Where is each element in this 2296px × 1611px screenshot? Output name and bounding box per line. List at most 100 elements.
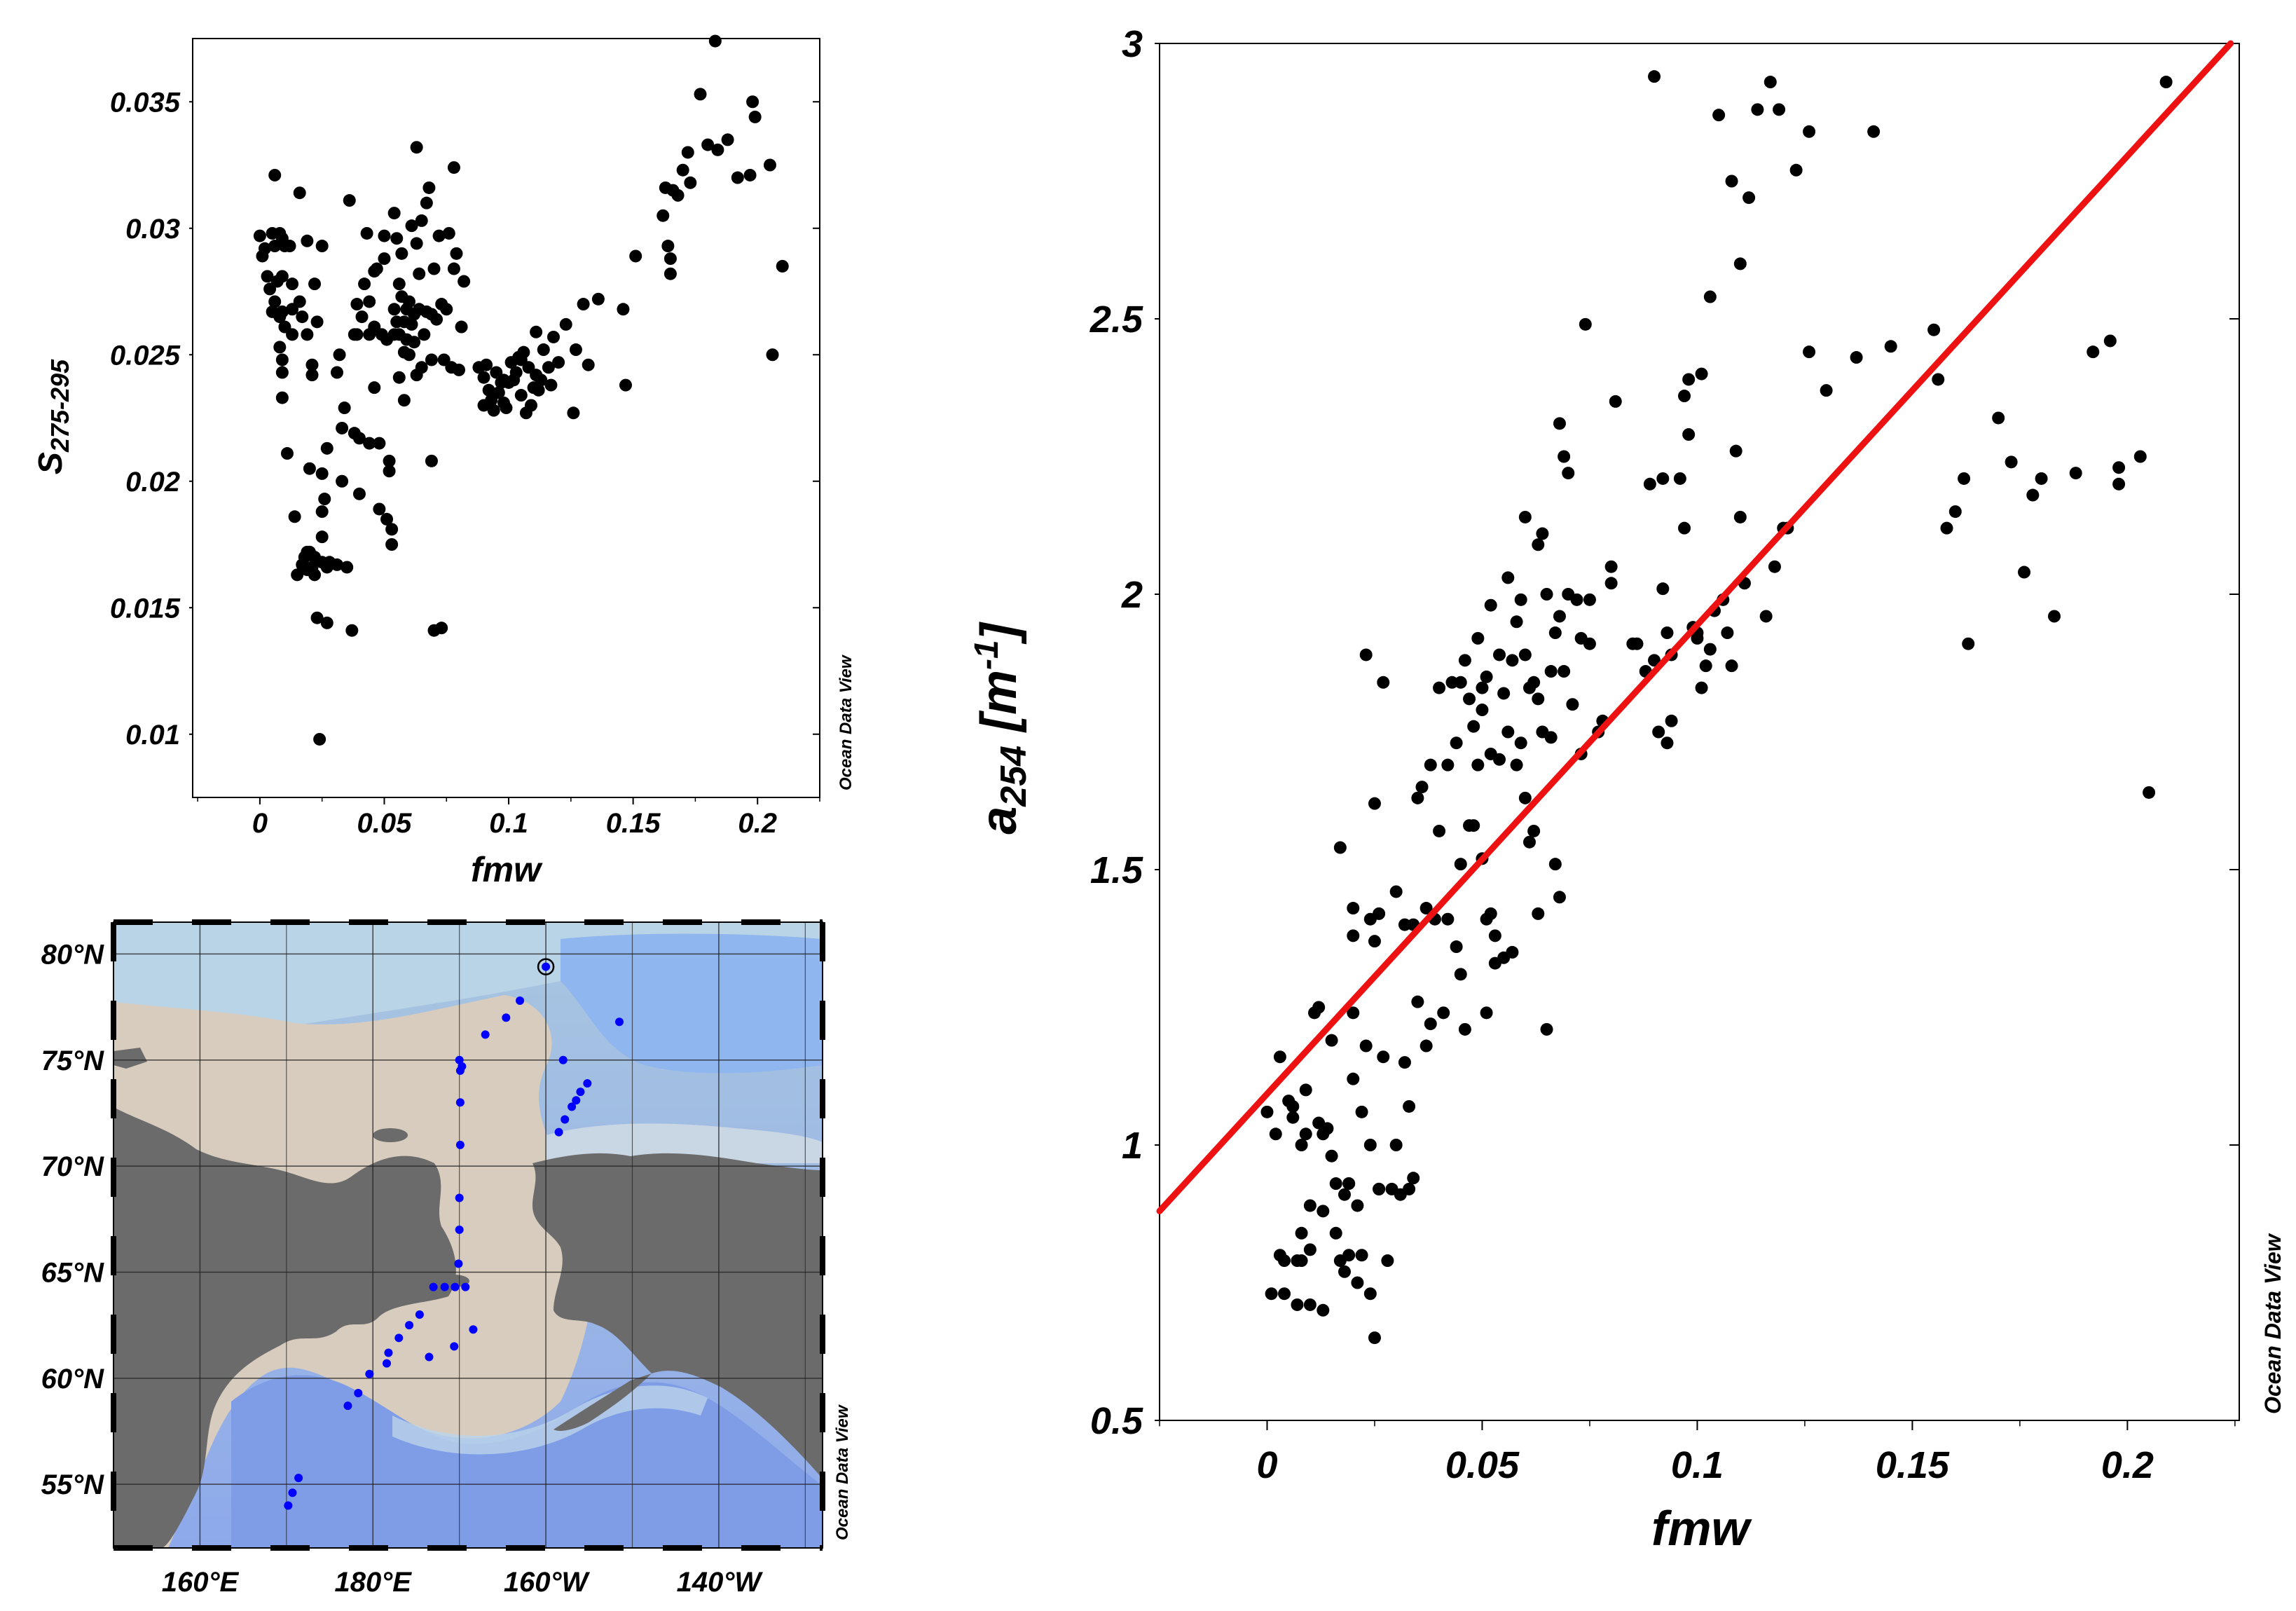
data-point	[280, 447, 294, 460]
map-lat-label: 75°N	[41, 1046, 104, 1076]
data-point	[1553, 417, 1566, 430]
map-border-seg	[192, 919, 231, 925]
map-border-seg	[111, 1158, 116, 1197]
data-point	[318, 493, 331, 506]
data-point	[1751, 103, 1764, 116]
data-point	[1312, 1001, 1326, 1014]
map-axis-labels: 55°N 60°N 65°N 70°N 75°N 80°N 160°E 180°E 160°W 1…	[41, 939, 764, 1598]
map-border-seg	[111, 1079, 116, 1118]
data-point	[455, 320, 468, 334]
data-point	[410, 237, 423, 250]
data-point	[1377, 676, 1390, 689]
data-point	[1665, 714, 1678, 727]
data-point	[1317, 1303, 1330, 1317]
map-border-seg	[820, 1158, 825, 1197]
data-point	[1652, 725, 1665, 739]
map-border-seg	[820, 1079, 825, 1118]
data-point	[492, 386, 505, 399]
data-point	[1325, 1034, 1338, 1047]
data-point	[1540, 1022, 1553, 1036]
map-lon-label: 160°E	[162, 1567, 240, 1598]
map-station	[455, 1055, 464, 1064]
data-point	[315, 530, 329, 544]
data-point	[1789, 163, 1803, 177]
right-y-axis-title-main: a	[971, 807, 1027, 835]
data-point	[383, 465, 396, 478]
data-point	[1536, 527, 1549, 540]
right-x-ticks: 0 0.05 0.1 0.15 0.2	[1159, 1420, 2236, 1486]
map-border-seg	[820, 1001, 825, 1040]
data-point	[537, 343, 550, 357]
y-tick-label: 0.5	[1090, 1400, 1143, 1442]
map-station	[354, 1389, 363, 1398]
map-station	[425, 1352, 434, 1362]
data-point	[1389, 885, 1403, 898]
data-point	[1441, 758, 1455, 772]
data-point	[435, 622, 448, 635]
map-lon-label: 160°W	[504, 1567, 591, 1598]
data-point	[1820, 384, 1833, 397]
data-point	[397, 394, 411, 407]
data-point	[582, 358, 595, 371]
data-point	[1381, 1254, 1394, 1268]
data-point	[1583, 637, 1596, 650]
data-point	[1927, 323, 1941, 336]
data-point	[1450, 940, 1463, 954]
data-point	[313, 732, 326, 746]
data-point	[368, 381, 381, 395]
map-frame	[113, 921, 823, 1549]
data-point	[336, 421, 349, 434]
top-left-y-axis-title: S275-295	[32, 359, 74, 474]
map-border-seg	[584, 919, 624, 925]
data-point	[2112, 461, 2126, 474]
y-tick-label: 0.03	[125, 214, 180, 245]
data-point	[1721, 626, 1734, 640]
data-point	[1725, 659, 1738, 673]
arctic-deep	[561, 933, 823, 1074]
data-point	[1803, 125, 1816, 138]
data-point	[2087, 345, 2100, 359]
data-point	[1450, 736, 1463, 750]
data-point	[1317, 1205, 1330, 1218]
map-border-seg	[741, 1545, 781, 1551]
right-y-axis-title: a254 [m-1]	[968, 622, 1034, 835]
data-point	[261, 270, 274, 283]
data-point	[1579, 317, 1592, 331]
map-border-seg	[111, 1236, 116, 1275]
data-point	[283, 240, 296, 253]
map-station	[284, 1501, 293, 1510]
top-left-y-axis-title-main: S	[32, 452, 69, 474]
data-point	[1510, 615, 1523, 629]
data-point	[1958, 472, 1971, 485]
map-lon-label: 140°W	[677, 1567, 764, 1598]
map-border-seg	[820, 1315, 825, 1354]
data-point	[341, 561, 354, 574]
x-tick-label: 0.05	[1445, 1444, 1520, 1486]
map-station	[382, 1359, 391, 1368]
data-point	[345, 624, 359, 637]
data-point	[542, 361, 555, 374]
data-point	[358, 277, 371, 291]
data-point	[532, 383, 545, 397]
data-point	[1867, 125, 1881, 138]
data-point	[546, 330, 560, 343]
data-point	[1359, 648, 1373, 661]
data-point	[1415, 781, 1429, 794]
map-border-seg	[114, 1545, 153, 1551]
data-point	[1484, 598, 1497, 612]
land-wrangel	[373, 1128, 408, 1142]
data-point	[427, 262, 441, 275]
land-alaska-peninsula	[554, 1373, 652, 1431]
data-point	[1407, 1172, 1420, 1185]
data-point	[402, 295, 415, 308]
data-point	[1278, 1287, 1291, 1301]
data-point	[514, 389, 528, 402]
data-point	[1501, 725, 1515, 739]
x-tick-label: 0.2	[738, 808, 777, 839]
data-point	[1342, 1249, 1356, 1262]
data-point	[1471, 631, 1485, 645]
data-point	[1303, 1298, 1317, 1311]
data-point	[1695, 681, 1708, 694]
data-point	[1377, 1050, 1390, 1064]
data-point	[1992, 411, 2005, 425]
